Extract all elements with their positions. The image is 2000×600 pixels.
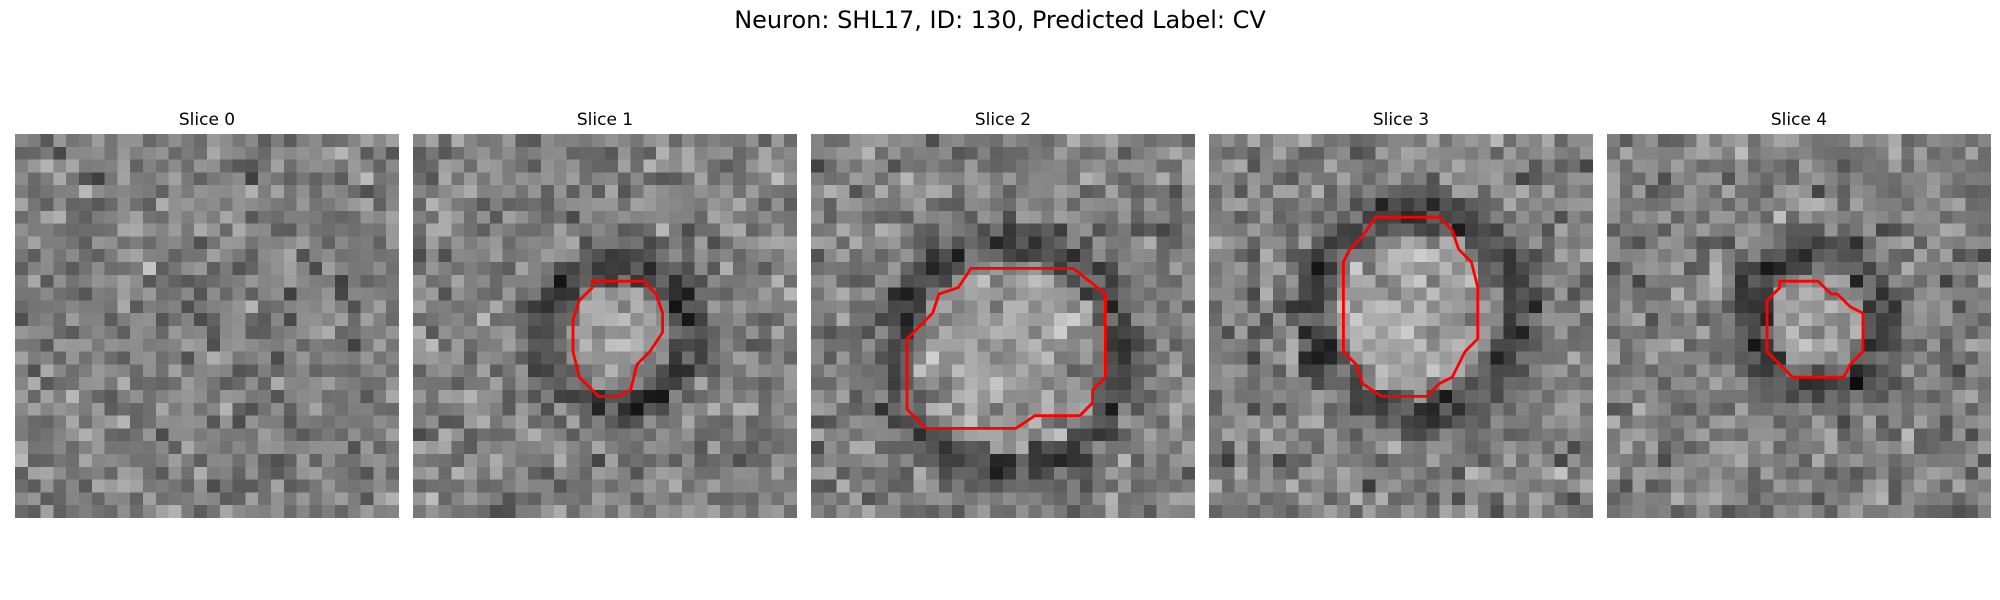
slice-panel-0: Slice 0: [15, 108, 399, 518]
slice-panel-3: Slice 3: [1209, 108, 1593, 518]
contour-overlay: [1341, 215, 1480, 398]
slice-panel-1: Slice 1: [413, 108, 797, 518]
predicted-contour: [905, 266, 1107, 430]
slice-panel-2: Slice 2: [811, 108, 1195, 518]
slice-image-container: [811, 134, 1195, 518]
slice-title: Slice 0: [178, 110, 236, 130]
slice-title: Slice 4: [1770, 110, 1828, 130]
slice-image: [811, 134, 1195, 518]
slice-image: [1209, 134, 1593, 518]
slice-panel-4: Slice 4: [1607, 108, 1991, 518]
slice-title: Slice 1: [576, 110, 634, 130]
figure-title: Neuron: SHL17, ID: 130, Predicted Label:…: [734, 6, 1266, 34]
slice-image-container: [15, 134, 399, 518]
slice-image: [1607, 134, 1991, 518]
slice-image: [413, 134, 797, 518]
predicted-contour: [1341, 215, 1480, 398]
contour-overlay: [15, 134, 399, 518]
predicted-contour: [571, 279, 665, 398]
slice-image-container: [1209, 134, 1593, 518]
contour-overlay: [1765, 279, 1865, 379]
slice-title: Slice 2: [974, 110, 1032, 130]
slice-image: [15, 134, 399, 518]
slice-image-container: [1607, 134, 1991, 518]
contour-overlay: [905, 266, 1107, 430]
contour-overlay: [571, 279, 665, 398]
slice-title: Slice 3: [1372, 110, 1430, 130]
predicted-contour: [1765, 279, 1865, 379]
slice-image-container: [413, 134, 797, 518]
